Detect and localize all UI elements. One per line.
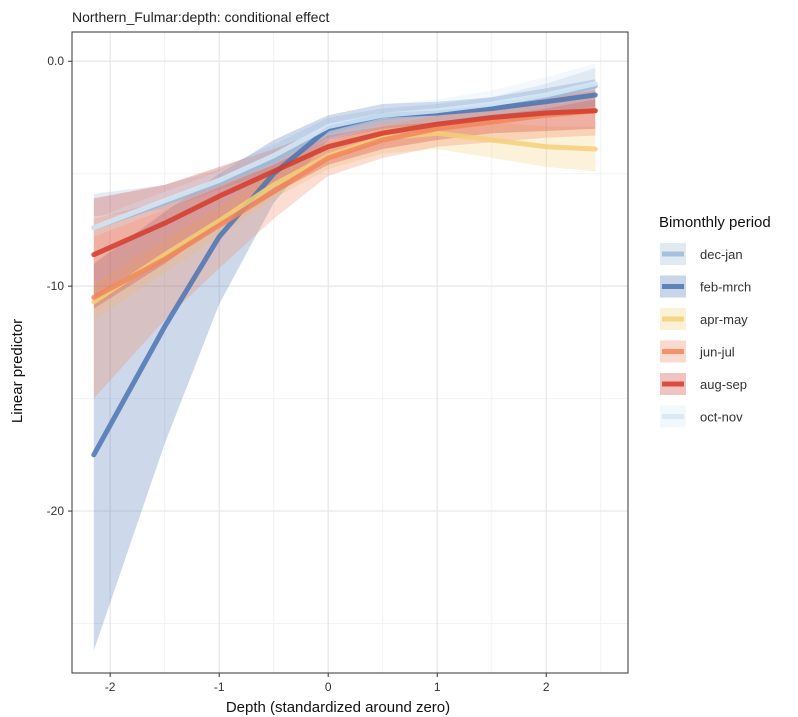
y-tick-label: -10 — [47, 279, 65, 293]
line-aug-sep — [91, 108, 598, 258]
y-axis-ticks: 0.0 -10 -20 — [47, 54, 72, 518]
y-axis-label: Linear predictor — [9, 319, 26, 423]
legend-label-oct-nov: oct-nov — [700, 410, 743, 425]
chart-title: Northern_Fulmar:depth: conditional effec… — [72, 9, 329, 25]
plot-frame — [71, 31, 629, 674]
y-tick-label: 0.0 — [47, 54, 64, 68]
legend-label-aug-sep: aug-sep — [700, 377, 747, 392]
line-oct-nov — [91, 81, 598, 231]
x-tick-label: 2 — [543, 680, 550, 694]
legend: dec-jan feb-mrch apr-may jun-jul aug-sep oct-… — [660, 243, 751, 428]
x-axis-label: Depth (standardized around zero) — [226, 699, 450, 716]
x-tick-label: 1 — [434, 680, 441, 694]
legend-title: Bimonthly period — [659, 214, 771, 231]
ribbon-apr-may — [93, 119, 596, 320]
effect-lines — [91, 81, 598, 458]
line-jun-jul — [91, 108, 598, 300]
x-tick-label: 0 — [325, 680, 332, 694]
x-axis-ticks: -2 -1 0 1 2 — [105, 673, 550, 694]
legend-label-dec-jan: dec-jan — [700, 247, 743, 262]
legend-label-apr-may: apr-may — [700, 312, 748, 327]
x-tick-label: -2 — [105, 680, 116, 694]
plot-border — [71, 31, 629, 674]
x-tick-label: -1 — [214, 680, 225, 694]
legend-label-jun-jul: jun-jul — [699, 345, 735, 360]
legend-label-feb-mrch: feb-mrch — [700, 280, 751, 295]
y-tick-label: -20 — [47, 504, 65, 518]
